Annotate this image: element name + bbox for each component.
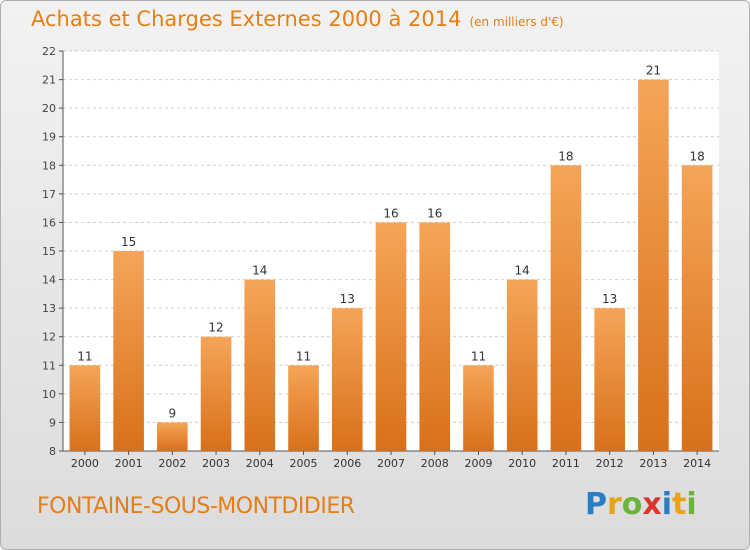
proxiti-logo: Proxiti	[585, 487, 697, 527]
logo-letter: P	[585, 487, 607, 522]
logo-letter: r	[607, 487, 622, 522]
x-tick-label-2012: 2012	[596, 457, 624, 470]
bar-2010	[506, 279, 538, 451]
y-tick-label: 10	[42, 388, 56, 401]
chart-title: Achats et Charges Externes 2000 à 2014 (e…	[31, 7, 564, 31]
data-label-2013: 21	[646, 64, 661, 78]
bar-2006	[331, 308, 363, 451]
data-label-2002: 9	[169, 406, 177, 420]
data-label-2003: 12	[208, 321, 223, 335]
bar-2003	[200, 336, 232, 451]
y-tick-label: 18	[42, 159, 56, 172]
bar-2009	[463, 365, 494, 451]
x-tick-label-2000: 2000	[71, 457, 99, 470]
x-tick-label-2006: 2006	[333, 457, 361, 470]
y-tick-label: 20	[42, 102, 56, 115]
bar-2000	[69, 365, 101, 451]
title-text: Achats et Charges Externes 2000 à 2014	[31, 7, 462, 31]
bar-2012	[594, 308, 625, 451]
x-tick-label-2011: 2011	[552, 457, 580, 470]
location-name: FONTAINE-SOUS-MONTDIDIER	[37, 494, 355, 519]
bar-2011	[550, 165, 582, 452]
bar-2004	[244, 279, 276, 451]
y-tick-label: 11	[42, 359, 56, 372]
y-tick-label: 22	[42, 45, 56, 58]
x-tick-label-2007: 2007	[377, 457, 405, 470]
x-tick-label-2013: 2013	[639, 457, 667, 470]
unit-label: (en milliers d'€)	[469, 15, 564, 29]
data-label-2007: 16	[383, 206, 398, 220]
x-tick-label-2004: 2004	[246, 457, 274, 470]
bar-2001	[113, 251, 144, 451]
y-tick-label: 21	[42, 74, 56, 87]
data-label-2009: 11	[471, 349, 486, 363]
y-tick-label: 15	[42, 245, 56, 258]
x-tick-label-2008: 2008	[421, 457, 449, 470]
data-label-2004: 14	[252, 264, 267, 278]
logo-letter: i	[686, 487, 697, 522]
y-tick-label: 16	[42, 216, 56, 229]
logo-letter: o	[621, 487, 643, 522]
y-tick-label: 17	[42, 188, 56, 201]
x-tick-label-2005: 2005	[290, 457, 318, 470]
data-label-2006: 13	[340, 292, 355, 306]
data-label-2005: 11	[296, 349, 311, 363]
logo-letter: i	[661, 487, 673, 522]
data-label-2014: 18	[689, 149, 704, 163]
x-tick-label-2001: 2001	[115, 457, 143, 470]
logo-letter: x	[642, 487, 662, 522]
data-label-2008: 16	[427, 206, 442, 220]
x-tick-label-2002: 2002	[158, 457, 186, 470]
x-tick-label-2009: 2009	[464, 457, 492, 470]
bar-2008	[419, 222, 451, 451]
bar-2014	[681, 165, 713, 452]
y-tick-label: 12	[42, 331, 56, 344]
x-tick-label-2003: 2003	[202, 457, 230, 470]
bar-2007	[375, 222, 407, 451]
bar-2005	[288, 365, 319, 451]
data-label-2000: 11	[77, 349, 92, 363]
x-tick-label-2014: 2014	[683, 457, 711, 470]
logo-letter: t	[672, 487, 687, 522]
bar-2013	[638, 79, 669, 452]
data-label-2010: 14	[515, 264, 530, 278]
y-tick-label: 19	[42, 131, 56, 144]
y-tick-label: 8	[49, 445, 56, 458]
data-label-2012: 13	[602, 292, 617, 306]
x-tick-label-2010: 2010	[508, 457, 536, 470]
y-tick-label: 9	[49, 416, 56, 429]
y-tick-label: 13	[42, 302, 56, 315]
bar-2002	[157, 422, 188, 451]
data-label-2011: 18	[558, 149, 573, 163]
y-tick-label: 14	[42, 274, 56, 287]
data-label-2001: 15	[121, 235, 136, 249]
